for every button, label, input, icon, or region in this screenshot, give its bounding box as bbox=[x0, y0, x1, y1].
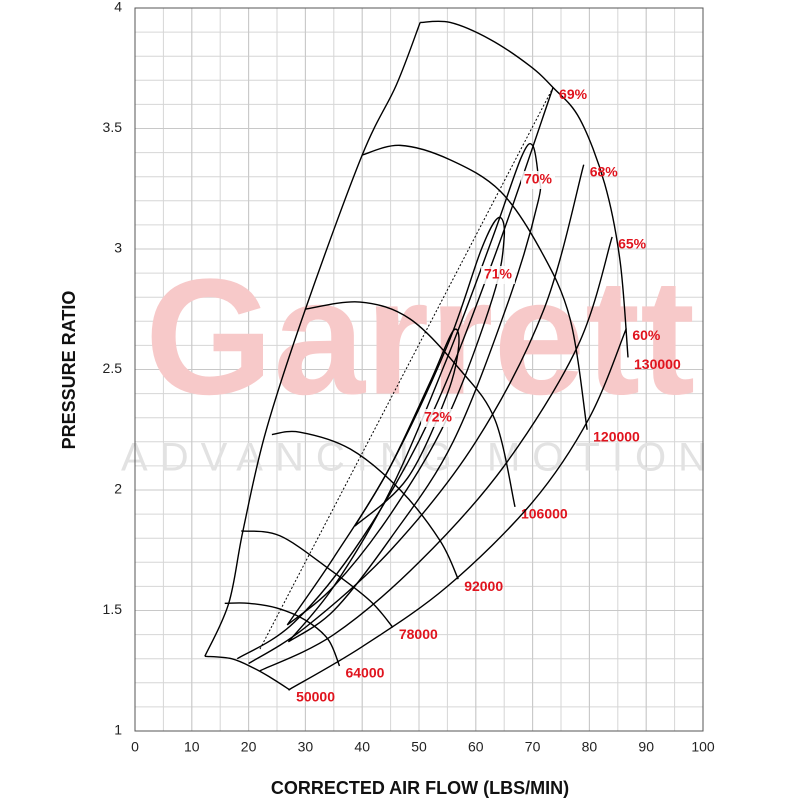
series-label: 120000 bbox=[593, 428, 640, 444]
series-line bbox=[288, 328, 627, 691]
x-tick-label: 0 bbox=[131, 739, 139, 755]
series-label: 69% bbox=[559, 86, 588, 102]
x-tick-label: 70 bbox=[525, 739, 541, 755]
x-tick-label: 10 bbox=[184, 739, 200, 755]
y-tick-label: 4 bbox=[114, 0, 122, 15]
watermark: Garrett bbox=[145, 245, 695, 429]
series-label: 92000 bbox=[464, 578, 503, 594]
label-bg bbox=[481, 266, 515, 284]
series-label: 50000 bbox=[296, 689, 335, 705]
y-tick-label: 2.5 bbox=[103, 360, 123, 376]
series-line bbox=[259, 87, 554, 650]
series-label: 60% bbox=[632, 327, 661, 343]
y-tick-label: 1 bbox=[114, 722, 122, 738]
series-label: 70% bbox=[524, 171, 553, 187]
series-line bbox=[204, 655, 291, 691]
watermark-subtitle: ADVANCING MOTION bbox=[121, 436, 719, 480]
label-bg bbox=[521, 171, 555, 189]
x-axis-title: CORRECTED AIR FLOW (LBS/MIN) bbox=[271, 778, 569, 798]
series-line bbox=[420, 20, 629, 358]
x-tick-label: 80 bbox=[582, 739, 598, 755]
series-line bbox=[224, 602, 341, 667]
series-label: 106000 bbox=[521, 506, 568, 522]
y-tick-label: 1.5 bbox=[103, 601, 123, 617]
series-line bbox=[241, 530, 394, 628]
x-tick-label: 60 bbox=[468, 739, 484, 755]
plot-frame bbox=[134, 7, 704, 732]
y-tick-label: 2 bbox=[114, 481, 122, 497]
series-line bbox=[287, 143, 542, 643]
series-label: 65% bbox=[618, 236, 647, 252]
x-tick-label: 20 bbox=[241, 739, 257, 755]
series-label: 72% bbox=[424, 409, 453, 425]
x-tick-label: 100 bbox=[691, 739, 715, 755]
series-label: 64000 bbox=[345, 665, 384, 681]
series-line bbox=[304, 301, 516, 508]
series-label: 130000 bbox=[634, 356, 681, 372]
series-label: 68% bbox=[590, 163, 619, 179]
series-line bbox=[271, 430, 459, 580]
series-line bbox=[354, 328, 460, 527]
x-tick-label: 30 bbox=[298, 739, 314, 755]
series-label: 71% bbox=[484, 266, 513, 282]
x-tick-label: 40 bbox=[354, 739, 370, 755]
series-label: 78000 bbox=[399, 626, 438, 642]
series-line bbox=[204, 22, 421, 657]
x-tick-label: 50 bbox=[411, 739, 427, 755]
series-line bbox=[362, 144, 588, 430]
x-tick-label: 90 bbox=[638, 739, 654, 755]
series-line bbox=[248, 164, 585, 665]
y-tick-label: 3 bbox=[114, 240, 122, 256]
y-axis-title: PRESSURE RATIO bbox=[59, 291, 79, 450]
label-bg bbox=[421, 409, 455, 427]
grid bbox=[134, 7, 704, 732]
series-line bbox=[259, 236, 613, 672]
series-line bbox=[236, 87, 554, 660]
y-tick-label: 3.5 bbox=[103, 119, 123, 135]
